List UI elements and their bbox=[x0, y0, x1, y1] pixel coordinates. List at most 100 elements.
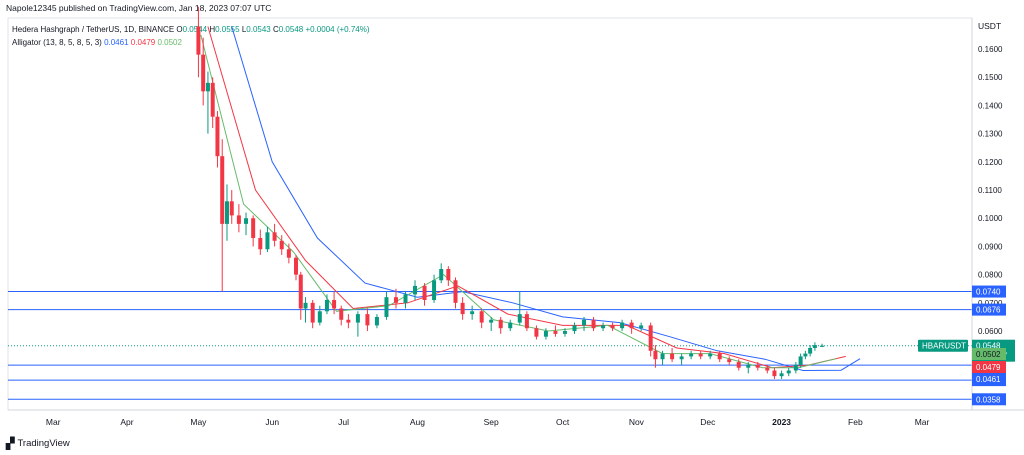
candle-body bbox=[798, 356, 803, 365]
y-tick-label: 0.0800 bbox=[978, 271, 1003, 280]
candle bbox=[489, 316, 494, 332]
publish-header: Napole12345 published on TradingView.com… bbox=[6, 3, 272, 13]
alligator-label[interactable]: Alligator (13, 8, 5, 8, 5, 3) bbox=[12, 38, 102, 47]
candle bbox=[479, 308, 484, 329]
candle-body bbox=[470, 311, 475, 315]
candle-body bbox=[244, 218, 249, 224]
candle bbox=[803, 350, 808, 360]
candle bbox=[543, 328, 548, 340]
low-label: L bbox=[241, 25, 247, 34]
high-value: 0.0555 bbox=[215, 25, 240, 34]
y-tick-label: 0.1300 bbox=[978, 130, 1003, 139]
lips-tag-label: 0.0502 bbox=[976, 350, 1001, 359]
candle-body bbox=[446, 268, 451, 281]
candle bbox=[717, 350, 722, 363]
candle-body bbox=[236, 215, 241, 224]
candle-body bbox=[498, 319, 503, 329]
candle-body bbox=[653, 350, 658, 360]
candle-body bbox=[727, 359, 732, 363]
candle bbox=[620, 319, 625, 332]
candle bbox=[346, 314, 351, 329]
candle-body bbox=[629, 322, 634, 329]
alligator-legend: Alligator (13, 8, 5, 8, 5, 3) 0.0461 0.0… bbox=[12, 38, 182, 47]
symbol-tag-label: HBARUSDT bbox=[922, 342, 966, 351]
candle bbox=[196, 6, 201, 78]
close-value: 0.0548 bbox=[278, 25, 304, 34]
candle bbox=[779, 370, 784, 379]
candle bbox=[629, 319, 634, 334]
candle bbox=[244, 212, 249, 236]
candle bbox=[808, 345, 813, 357]
candle bbox=[765, 364, 770, 374]
y-tick-label: 0.1100 bbox=[978, 186, 1002, 195]
x-tick-label: Feb bbox=[848, 417, 863, 427]
tradingview-footer[interactable]: ▞ TradingView bbox=[6, 437, 70, 450]
candle-body bbox=[820, 345, 825, 347]
candle bbox=[229, 190, 234, 224]
candle bbox=[432, 274, 437, 303]
candle-body bbox=[413, 285, 418, 295]
x-tick-label: Mar bbox=[915, 417, 930, 427]
candle-body bbox=[294, 257, 299, 275]
candle-body bbox=[582, 319, 587, 326]
candle-body bbox=[298, 274, 303, 309]
price-tags: 0.07400.06760.04260.0358HBARUSDT0.054816… bbox=[918, 285, 1015, 406]
teeth-tag-label: 0.0479 bbox=[976, 363, 1001, 372]
candle bbox=[215, 111, 220, 168]
candle bbox=[258, 229, 263, 255]
jaw-tag-label: 0.0461 bbox=[976, 375, 1001, 384]
candle bbox=[508, 319, 513, 332]
candle-body bbox=[196, 26, 201, 55]
candle-body bbox=[205, 82, 210, 92]
candle bbox=[601, 322, 606, 332]
candle bbox=[812, 342, 817, 351]
alligator-teeth-line bbox=[207, 26, 846, 369]
lips-tag-bg bbox=[972, 348, 1006, 360]
candle-body bbox=[355, 314, 360, 323]
high-label: H bbox=[209, 25, 216, 34]
plot-frame bbox=[7, 17, 973, 411]
candle bbox=[332, 291, 337, 315]
candle-body bbox=[534, 328, 539, 337]
candle bbox=[798, 353, 803, 368]
candle bbox=[562, 328, 567, 337]
teeth-value: 0.0479 bbox=[130, 38, 156, 47]
jaw-tag-bg bbox=[972, 373, 1006, 385]
symbol-name[interactable]: Hedera Hashgraph / TetherUS, 1D, BINANCE bbox=[12, 25, 175, 34]
candle bbox=[746, 362, 751, 374]
candle bbox=[708, 350, 713, 360]
candle-body bbox=[229, 201, 234, 216]
candle bbox=[591, 316, 596, 332]
candle-body bbox=[374, 316, 379, 326]
x-tick-label: Jul bbox=[338, 417, 349, 427]
candle bbox=[524, 311, 529, 332]
candle-body bbox=[708, 353, 713, 357]
candle bbox=[303, 297, 308, 323]
candle-body bbox=[201, 54, 206, 92]
candle bbox=[772, 367, 777, 379]
candle-body bbox=[384, 297, 389, 317]
candle bbox=[439, 263, 444, 284]
candle-body bbox=[572, 325, 577, 332]
candle bbox=[582, 316, 587, 332]
candle-body bbox=[332, 300, 337, 309]
candle bbox=[403, 291, 408, 309]
candle bbox=[793, 362, 798, 374]
candle-body bbox=[453, 280, 458, 303]
candle-body bbox=[303, 302, 308, 309]
candle-body bbox=[272, 232, 277, 241]
candle-body bbox=[698, 353, 703, 357]
candle bbox=[453, 277, 458, 309]
candle-body bbox=[601, 325, 606, 329]
candle bbox=[294, 254, 299, 281]
candle bbox=[660, 350, 665, 365]
candle bbox=[201, 37, 206, 106]
candle-body bbox=[224, 201, 229, 224]
x-tick-label: Oct bbox=[556, 417, 570, 427]
candle-body bbox=[508, 322, 513, 329]
candle-body bbox=[215, 116, 220, 157]
x-tick-label: May bbox=[190, 417, 207, 427]
x-tick-label: Sep bbox=[484, 417, 499, 427]
candle-body bbox=[517, 314, 522, 323]
